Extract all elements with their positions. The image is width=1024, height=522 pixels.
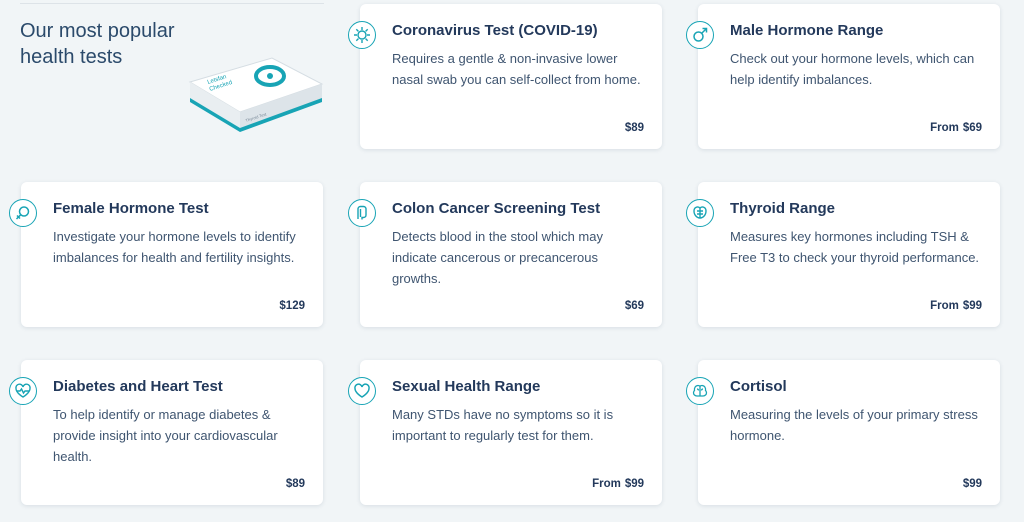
card-title: Sexual Health Range [392,378,541,395]
product-card-female-hormone[interactable]: Female Hormone Test Investigate your hor… [9,182,323,327]
card-description: Measuring the levels of your primary str… [730,407,978,443]
product-card-colon-cancer[interactable]: Colon Cancer Screening Test Detects bloo… [348,182,662,327]
product-card-cortisol[interactable]: Cortisol Measuring the levels of your pr… [686,360,1000,505]
price-value: $99 [962,300,982,312]
card-description: Many STDs have no symptoms so it is impo… [392,407,614,443]
price-value: $89 [624,122,644,134]
card-price-row: From $69 [930,122,982,134]
colon-icon [348,199,376,227]
product-card-covid[interactable]: Coronavirus Test (COVID-19) Requires a g… [348,4,662,149]
price-prefix: From [930,122,959,134]
card-price-row: $89 [621,122,644,134]
price-value: $129 [279,300,305,312]
card-description: To help identify or manage diabetes & pr… [53,407,278,464]
product-card-sexual-health[interactable]: Sexual Health Range Many STDs have no sy… [348,360,662,505]
card-description: Requires a gentle & non-invasive lower n… [392,51,641,87]
card-price-row: $129 [275,300,305,312]
card-title: Coronavirus Test (COVID-19) [392,22,598,39]
price-prefix: From [592,478,621,490]
price-value: $69 [962,122,982,134]
top-divider [20,3,324,4]
heart-icon [348,377,376,405]
brain-icon [686,377,714,405]
kit-brand-line1: Letsfan [207,74,228,86]
card-description: Detects blood in the stool which may ind… [392,229,603,286]
card-price-row: From $99 [592,478,644,490]
card-description: Measures key hormones including TSH & Fr… [730,229,980,265]
card-description: Check out your hormone levels, which can… [730,51,975,87]
card-price-row: From $99 [930,300,982,312]
card-description: Investigate your hormone levels to ident… [53,229,296,265]
product-card-thyroid[interactable]: Thyroid Range Measures key hormones incl… [686,182,1000,327]
price-value: $69 [624,300,644,312]
price-value: $99 [962,478,982,490]
section-title: Our most popular health tests [20,20,175,68]
card-title: Thyroid Range [730,200,836,217]
card-price-row: $89 [282,478,305,490]
thyroid-icon [686,199,714,227]
price-value: $99 [624,478,644,490]
test-kit-box-image: Letsfan Checked Thyroid Test [188,57,324,132]
heart-pulse-icon [9,377,37,405]
price-value: $89 [285,478,305,490]
card-title: Female Hormone Test [53,200,209,217]
female-symbol-icon [9,199,37,227]
card-title: Colon Cancer Screening Test [392,200,601,217]
product-card-diabetes-heart[interactable]: Diabetes and Heart Test To help identify… [9,360,323,505]
product-card-male-hormone[interactable]: Male Hormone Range Check out your hormon… [686,4,1000,149]
card-title: Cortisol [730,378,787,395]
virus-icon [348,21,376,49]
card-price-row: $99 [959,478,982,490]
kit-box-label: Thyroid Test [245,111,268,123]
card-title: Male Hormone Range [730,22,884,39]
card-title: Diabetes and Heart Test [53,378,223,395]
price-prefix: From [930,300,959,312]
male-symbol-icon [686,21,714,49]
card-price-row: $69 [621,300,644,312]
